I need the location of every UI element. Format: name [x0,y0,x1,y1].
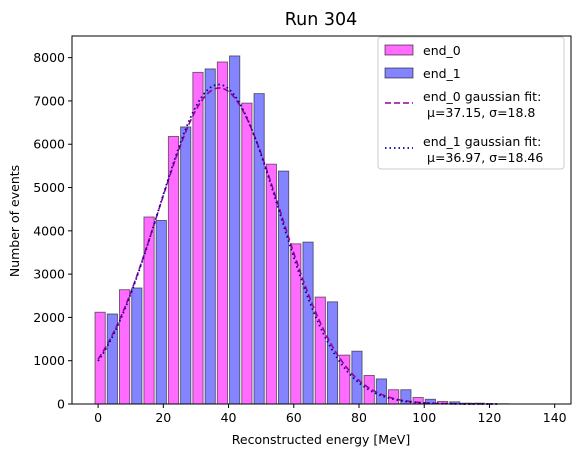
y-axis-label: Number of events [7,165,22,277]
x-axis-label: Reconstructed energy [MeV] [232,432,410,447]
bar-end-1-11 [375,378,388,405]
x-tick-label: 140 [543,410,567,425]
legend-label-fit-end-0-title: end_0 gaussian fit: [423,89,541,104]
bar-end-1-4 [204,68,216,405]
bar-end-1-3 [180,126,192,405]
x-tick-label: 20 [155,410,171,425]
y-tick-label: 4000 [33,223,65,238]
legend-label-fit-end-1-params: μ=36.97, σ=18.46 [427,150,543,165]
bar-end-1-1 [131,287,143,405]
legend-label-fit-end-1-title: end_1 gaussian fit: [423,134,541,149]
y-tick-label: 6000 [33,137,65,152]
x-tick-label: 0 [94,410,102,425]
bar-end-0-7 [265,163,277,405]
legend-label-end-1: end_1 [423,66,461,81]
y-tick-label: 8000 [33,50,65,65]
bar-end-1-8 [302,241,314,405]
bar-end-0-0 [94,311,106,405]
bar-end-1-2 [155,219,167,405]
bar-end-0-6 [241,102,253,405]
x-tick-label: 100 [412,410,436,425]
plot-frame [71,35,572,405]
x-tick-label: 80 [351,410,367,425]
x-axis-ticks: 0 20 40 60 80 100 120 140 [94,404,567,425]
y-tick-label: 0 [57,397,65,412]
chart-title: Run 304 [285,10,358,30]
bar-end-0-10 [339,354,351,405]
x-tick-label: 40 [221,410,237,425]
bar-end-0-8 [290,243,302,405]
y-tick-label: 5000 [33,180,65,195]
y-tick-label: 2000 [33,310,65,325]
legend-swatch-end-0 [384,44,414,56]
legend: end_0 end_1 end_0 gaussian fit: μ=37.15,… [377,36,565,170]
bar-end-0-2 [143,216,155,405]
y-tick-label: 3000 [33,267,65,282]
fit-curves-layer [97,83,498,405]
legend-swatch-end-1 [384,67,414,79]
legend-label-end-0: end_0 [423,43,461,58]
x-tick-label: 60 [286,410,302,425]
x-tick-label: 120 [478,410,502,425]
bar-end-0-5 [216,61,229,405]
bar-end-1-7 [277,170,290,405]
legend-frame [377,36,565,170]
legend-label-fit-end-0-params: μ=37.15, σ=18.8 [427,105,535,120]
fit-curve-end-0 [97,87,498,405]
y-tick-label: 7000 [33,93,65,108]
bar-end-1-5 [229,55,241,405]
bar-end-1-6 [253,93,265,405]
y-axis-ticks: 0 1000 2000 3000 4000 5000 6000 7000 8000 [33,50,72,412]
bars-layer [94,55,510,405]
y-tick-label: 1000 [33,353,65,368]
bar-end-0-4 [192,71,204,405]
